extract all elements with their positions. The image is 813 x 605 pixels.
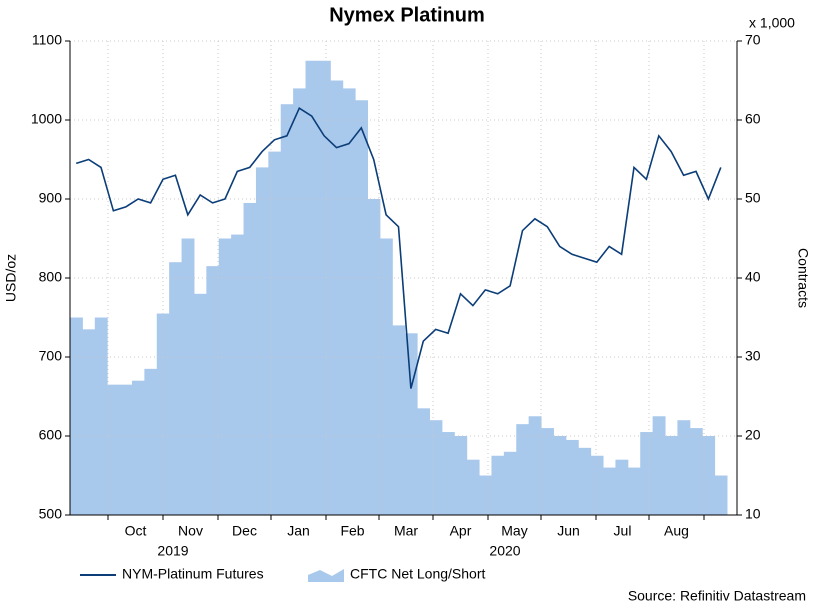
x-tick-label: Mar bbox=[394, 523, 418, 539]
area-step bbox=[169, 262, 183, 515]
x-tick-label: Jun bbox=[557, 523, 580, 539]
area-step bbox=[317, 60, 331, 515]
area-step bbox=[454, 436, 468, 515]
y2-tick-label: 60 bbox=[745, 111, 761, 127]
area-step bbox=[491, 455, 505, 515]
area-step bbox=[255, 167, 269, 515]
y-tick-label: 1100 bbox=[32, 32, 62, 48]
legend-label: CFTC Net Long/Short bbox=[350, 566, 485, 582]
x-tick-label: Feb bbox=[340, 523, 364, 539]
area-step bbox=[119, 384, 133, 515]
area-step bbox=[553, 436, 567, 515]
x-tick-label: Dec bbox=[232, 523, 257, 539]
area-step bbox=[107, 384, 121, 515]
area-step bbox=[479, 475, 492, 515]
area-step bbox=[590, 455, 604, 515]
area-step bbox=[206, 266, 220, 515]
area-step bbox=[94, 317, 108, 515]
x-tick-label: Aug bbox=[664, 523, 689, 539]
y-tick-label: 500 bbox=[39, 506, 63, 522]
x-tick-label: Apr bbox=[450, 523, 472, 539]
area-step bbox=[218, 238, 232, 515]
area-step bbox=[677, 420, 691, 515]
area-step bbox=[392, 325, 406, 515]
y-tick-label: 600 bbox=[39, 427, 63, 443]
area-step bbox=[181, 238, 195, 515]
y2-tick-label: 40 bbox=[745, 269, 761, 285]
area-step bbox=[342, 88, 356, 516]
area-step bbox=[714, 475, 728, 515]
area-step bbox=[702, 436, 716, 515]
area-step bbox=[305, 60, 319, 515]
year-label: 2020 bbox=[489, 543, 520, 559]
area-step bbox=[243, 202, 257, 515]
chart-title: Nymex Platinum bbox=[329, 4, 485, 26]
y2-tick-label: 50 bbox=[745, 190, 761, 206]
y2-tick-label: 70 bbox=[745, 32, 761, 48]
x-tick-label: Oct bbox=[125, 523, 147, 539]
price-line bbox=[75, 107, 722, 389]
y2-axis-label: Contracts bbox=[795, 248, 811, 308]
area-step bbox=[503, 451, 517, 515]
legend-item: CFTC Net Long/Short bbox=[308, 566, 485, 582]
area-step bbox=[404, 333, 418, 515]
area-step bbox=[280, 104, 294, 515]
area-step bbox=[429, 420, 443, 515]
area-step bbox=[541, 428, 554, 515]
area-step bbox=[640, 432, 654, 515]
legend-item: NYM-Platinum Futures bbox=[80, 566, 264, 582]
area-step bbox=[355, 100, 369, 515]
area-step bbox=[528, 416, 542, 515]
y-tick-label: 1000 bbox=[31, 111, 62, 127]
legend-area bbox=[308, 569, 344, 582]
y-tick-label: 900 bbox=[39, 190, 63, 206]
area-step bbox=[689, 428, 703, 515]
area-step bbox=[578, 447, 592, 515]
area-series bbox=[70, 60, 728, 516]
x-tick-label: Nov bbox=[178, 523, 203, 539]
area-step bbox=[441, 432, 455, 515]
area-step bbox=[665, 436, 678, 515]
area-step bbox=[82, 329, 96, 515]
area-step bbox=[417, 408, 430, 515]
area-step bbox=[156, 313, 170, 515]
y2-tick-label: 10 bbox=[745, 506, 761, 522]
area-step bbox=[330, 80, 344, 515]
area-step bbox=[144, 368, 158, 515]
area-step bbox=[193, 293, 207, 515]
area-step bbox=[603, 467, 616, 515]
area-step bbox=[565, 439, 579, 515]
area-step bbox=[131, 380, 145, 515]
area-step bbox=[379, 238, 393, 515]
y2-tick-label: 30 bbox=[745, 348, 761, 364]
x-tick-label: Jan bbox=[287, 523, 310, 539]
y2-unit: x 1,000 bbox=[749, 15, 795, 31]
area-step bbox=[70, 317, 83, 515]
area-step bbox=[615, 459, 629, 515]
area-step bbox=[516, 424, 530, 515]
area-step bbox=[652, 416, 666, 515]
source: Source: Refinitiv Datastream bbox=[628, 588, 806, 604]
x-tick-label: May bbox=[501, 523, 527, 539]
y-tick-label: 700 bbox=[39, 348, 63, 364]
y-axis-label: USD/oz bbox=[3, 254, 19, 302]
y-tick-label: 800 bbox=[39, 269, 63, 285]
area-step bbox=[293, 88, 307, 516]
legend-label: NYM-Platinum Futures bbox=[122, 566, 264, 582]
x-tick-label: Jul bbox=[614, 523, 632, 539]
area-step bbox=[627, 467, 641, 515]
area-step bbox=[268, 151, 282, 515]
year-label: 2019 bbox=[157, 543, 188, 559]
y2-tick-label: 20 bbox=[745, 427, 761, 443]
area-step bbox=[231, 234, 245, 516]
area-step bbox=[466, 459, 480, 515]
